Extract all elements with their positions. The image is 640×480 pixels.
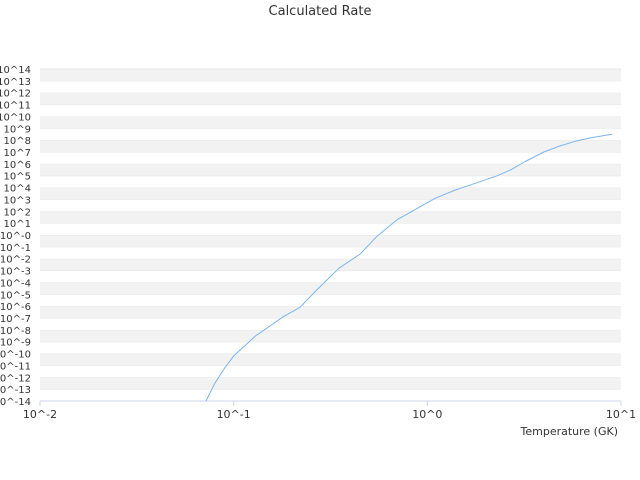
grid-band xyxy=(40,329,621,342)
y-tick-label: 10^5 xyxy=(4,172,31,183)
y-tick-label: 10^-8 xyxy=(0,326,31,337)
y-tick-label: 10^9 xyxy=(4,124,31,135)
grid-band xyxy=(40,104,621,117)
x-axis-ticks: 10^-2 10^-1 10^0 10^1 xyxy=(23,401,636,421)
y-tick-label: 10^-7 xyxy=(0,314,31,325)
grid-band xyxy=(40,163,621,176)
y-tick-label: 10^-6 xyxy=(0,302,31,313)
y-tick-label: 10^6 xyxy=(4,160,31,171)
grid-band xyxy=(40,258,621,271)
y-tick-label: 10^1 xyxy=(4,219,31,230)
chart-title: Calculated Rate xyxy=(268,4,372,19)
x-tick-label: 10^-2 xyxy=(23,408,57,421)
grid-band xyxy=(40,80,621,93)
x-axis-label: Temperature (GK) xyxy=(520,425,619,438)
x-tick-label: 10^0 xyxy=(412,408,442,421)
series-group xyxy=(205,133,613,402)
x-tick-label: 10^-1 xyxy=(217,408,251,421)
grid-band xyxy=(40,377,621,390)
grid-band xyxy=(40,152,621,164)
y-tick-label: 10^12 xyxy=(0,89,31,100)
y-tick-label: 10^8 xyxy=(4,136,31,147)
grid-band xyxy=(40,223,621,235)
grid-band xyxy=(40,365,621,378)
grid-band xyxy=(40,353,621,366)
y-tick-label: 10^-14 xyxy=(0,397,31,408)
grid-band xyxy=(40,175,621,188)
grid-bands xyxy=(40,68,621,401)
grid-band xyxy=(40,69,621,81)
grid-band xyxy=(40,246,621,259)
y-tick-label: 10^-1 xyxy=(0,243,31,254)
y-tick-label: 10^-9 xyxy=(0,338,31,349)
grid-band xyxy=(40,282,621,295)
grid-band xyxy=(40,318,621,330)
y-tick-label: 10^-10 xyxy=(0,350,31,361)
grid-band xyxy=(40,116,621,129)
y-tick-label: 10^2 xyxy=(4,207,31,218)
y-tick-label: 10^-13 xyxy=(0,385,31,396)
grid-band xyxy=(40,199,621,212)
y-tick-label: 10^4 xyxy=(4,184,31,195)
y-tick-label: 10^-12 xyxy=(0,373,31,384)
series-line xyxy=(205,133,613,402)
grid-band xyxy=(40,341,621,354)
y-tick-label: 10^11 xyxy=(0,101,31,112)
y-tick-label: 10^7 xyxy=(4,148,31,159)
y-tick-label: 10^3 xyxy=(4,195,31,206)
y-axis-ticks: 10^-1410^-1310^-1210^-1110^-1010^-910^-8… xyxy=(0,65,31,408)
grid-band xyxy=(40,235,621,247)
grid-band xyxy=(40,92,621,105)
y-tick-label: 10^-2 xyxy=(0,255,31,266)
y-tick-label: 10^-11 xyxy=(0,361,31,372)
y-tick-label: 10^-4 xyxy=(0,278,31,289)
grid-band xyxy=(40,128,621,141)
grid-band xyxy=(40,306,621,318)
x-tick-label: 10^1 xyxy=(606,408,636,421)
y-tick-label: 10^13 xyxy=(0,77,31,88)
y-tick-label: 10^-5 xyxy=(0,290,31,301)
grid-band xyxy=(40,187,621,200)
grid-band xyxy=(40,211,621,224)
grid-band xyxy=(40,389,621,401)
y-tick-label: 10^-0 xyxy=(0,231,31,242)
y-tick-label: 10^10 xyxy=(0,112,31,123)
y-tick-label: 10^-3 xyxy=(0,267,31,278)
grid-band xyxy=(40,294,621,307)
grid-band xyxy=(40,140,621,152)
y-tick-label: 10^14 xyxy=(0,65,31,76)
